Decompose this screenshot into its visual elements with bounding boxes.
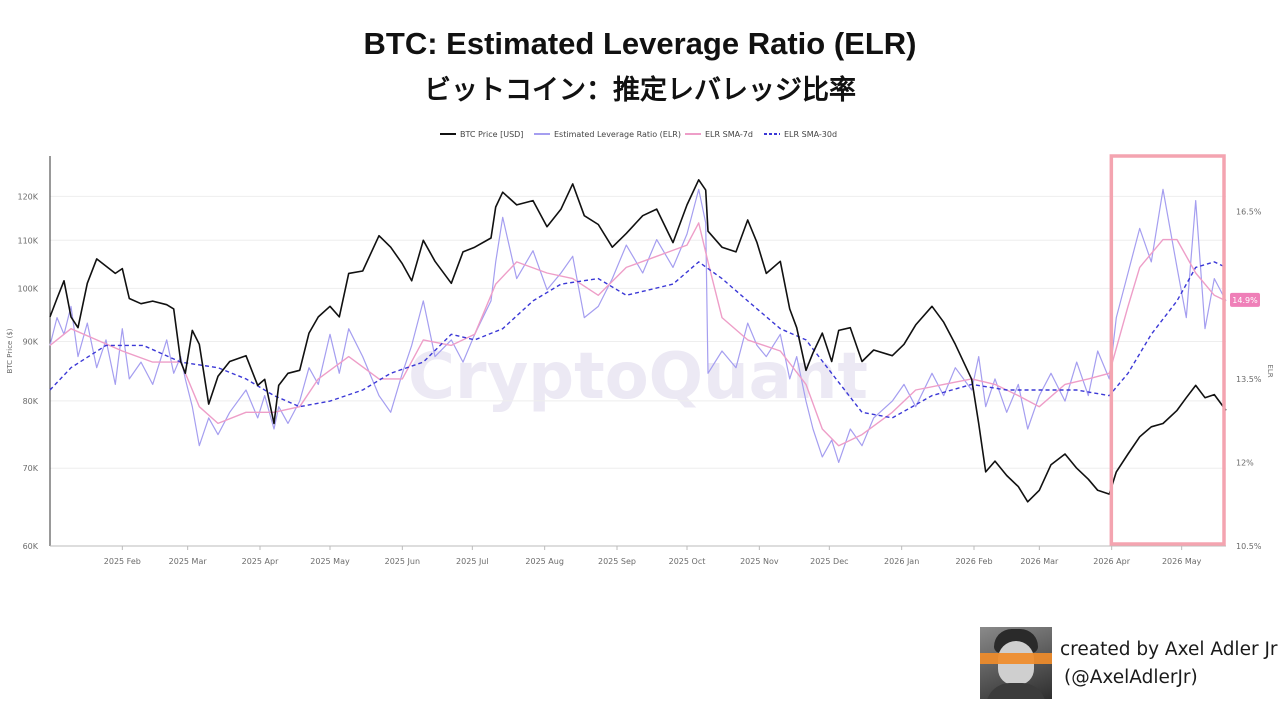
x-tick-label: 2026 Jan [884, 557, 919, 566]
x-tick-label: 2025 Oct [669, 557, 706, 566]
x-tick-label: 2026 Apr [1093, 557, 1130, 566]
x-tick-label: 2026 Mar [1020, 557, 1059, 566]
y-right-tick-label: 10.5% [1236, 542, 1262, 551]
watermark-text: CryptoQuant [408, 340, 868, 414]
x-tick-label: 2026 Feb [955, 557, 992, 566]
author-avatar [980, 627, 1052, 699]
chart-subtitle-japanese: ビットコイン：推定レバレッジ比率 [424, 75, 856, 106]
series-line-elr-sma-7d [49, 222, 1227, 447]
legend-label: BTC Price [USD] [460, 130, 523, 139]
x-tick-label: 2025 Jul [456, 557, 489, 566]
legend-label: ELR SMA-7d [705, 130, 753, 139]
y-left-tick-label: 90K [23, 337, 39, 346]
series-line-btc-price [49, 179, 1227, 503]
credit-author-name: created by Axel Adler Jr [1060, 639, 1278, 660]
highlight-box [1109, 154, 1226, 546]
y-left-tick-label: 70K [23, 464, 39, 473]
x-tick-label: 2025 Sep [598, 557, 636, 566]
y-left-axis-title: BTC Price ($) [6, 328, 14, 373]
x-tick-label: 2025 Nov [740, 557, 779, 566]
chart-title: BTC: Estimated Leverage Ratio (ELR) [363, 26, 917, 61]
y-left-tick-label: 110K [17, 236, 38, 245]
x-tick-label: 2025 Dec [810, 557, 848, 566]
y-right-tick-label: 16.5% [1236, 208, 1262, 217]
credit-author-handle: (@AxelAdlerJr) [1064, 667, 1198, 688]
y-right-axis-title: ELR [1266, 364, 1274, 377]
y-left-tick-label: 100K [17, 284, 38, 293]
legend-label: Estimated Leverage Ratio (ELR) [554, 130, 681, 139]
current-value-badge [1230, 292, 1260, 307]
chart-svg: CryptoQuant 60K 70K 80K 90K 100K 110K 120K 10.5%… [6, 130, 1274, 566]
x-tick-label: 2025 Aug [525, 557, 564, 566]
x-tick-label: 2026 May [1162, 557, 1202, 566]
y-right-tick-label: 12% [1236, 458, 1254, 467]
x-tick-label: 2025 Mar [169, 557, 208, 566]
y-left-tick-label: 120K [17, 192, 38, 201]
y-right-tick-label: 13.5% [1236, 375, 1262, 384]
legend-label: ELR SMA-30d [784, 130, 837, 139]
x-tick-label: 2025 May [310, 557, 350, 566]
x-tick-label: 2025 Feb [104, 557, 141, 566]
credit-block: created by Axel Adler Jr (@AxelAdlerJr) [980, 627, 1280, 699]
y-left-tick-label: 60K [23, 542, 39, 551]
series-line-elr [49, 188, 1227, 463]
x-tick-label: 2025 Jun [385, 557, 420, 566]
current-value-badge-label: 14.9% [1232, 296, 1258, 305]
y-left-tick-label: 80K [23, 397, 39, 406]
x-tick-label: 2025 Apr [242, 557, 279, 566]
series-line-elr-sma-30d [49, 261, 1227, 419]
